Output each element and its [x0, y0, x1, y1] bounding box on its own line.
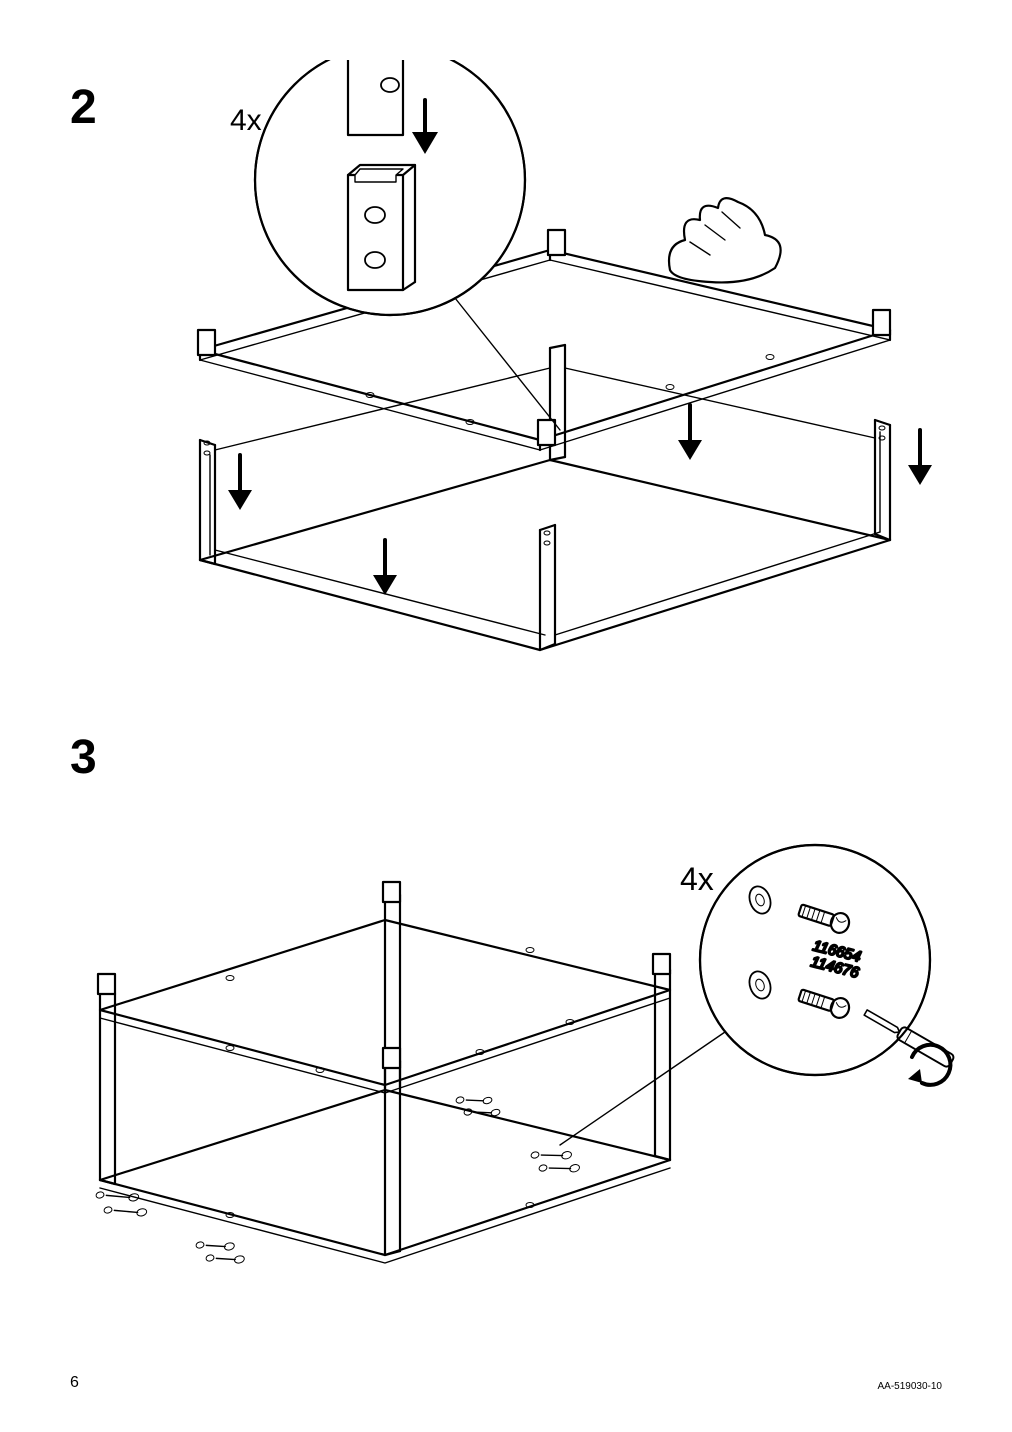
step3-qty-text: 4x	[680, 861, 714, 897]
doc-code: AA-519030-10	[878, 1381, 943, 1392]
step-2-number: 2	[70, 80, 97, 135]
step-3-figure: 116654 114676	[60, 810, 960, 1290]
instruction-page: 2	[0, 0, 1012, 1432]
step-3-number: 3	[70, 730, 97, 785]
step-2-figure: 4x	[120, 60, 940, 660]
page-number: 6	[70, 1374, 79, 1392]
step-2-svg: 4x	[120, 60, 940, 660]
step2-qty-text: 4x	[230, 104, 262, 137]
step-3-svg: 116654 114676	[60, 810, 960, 1290]
